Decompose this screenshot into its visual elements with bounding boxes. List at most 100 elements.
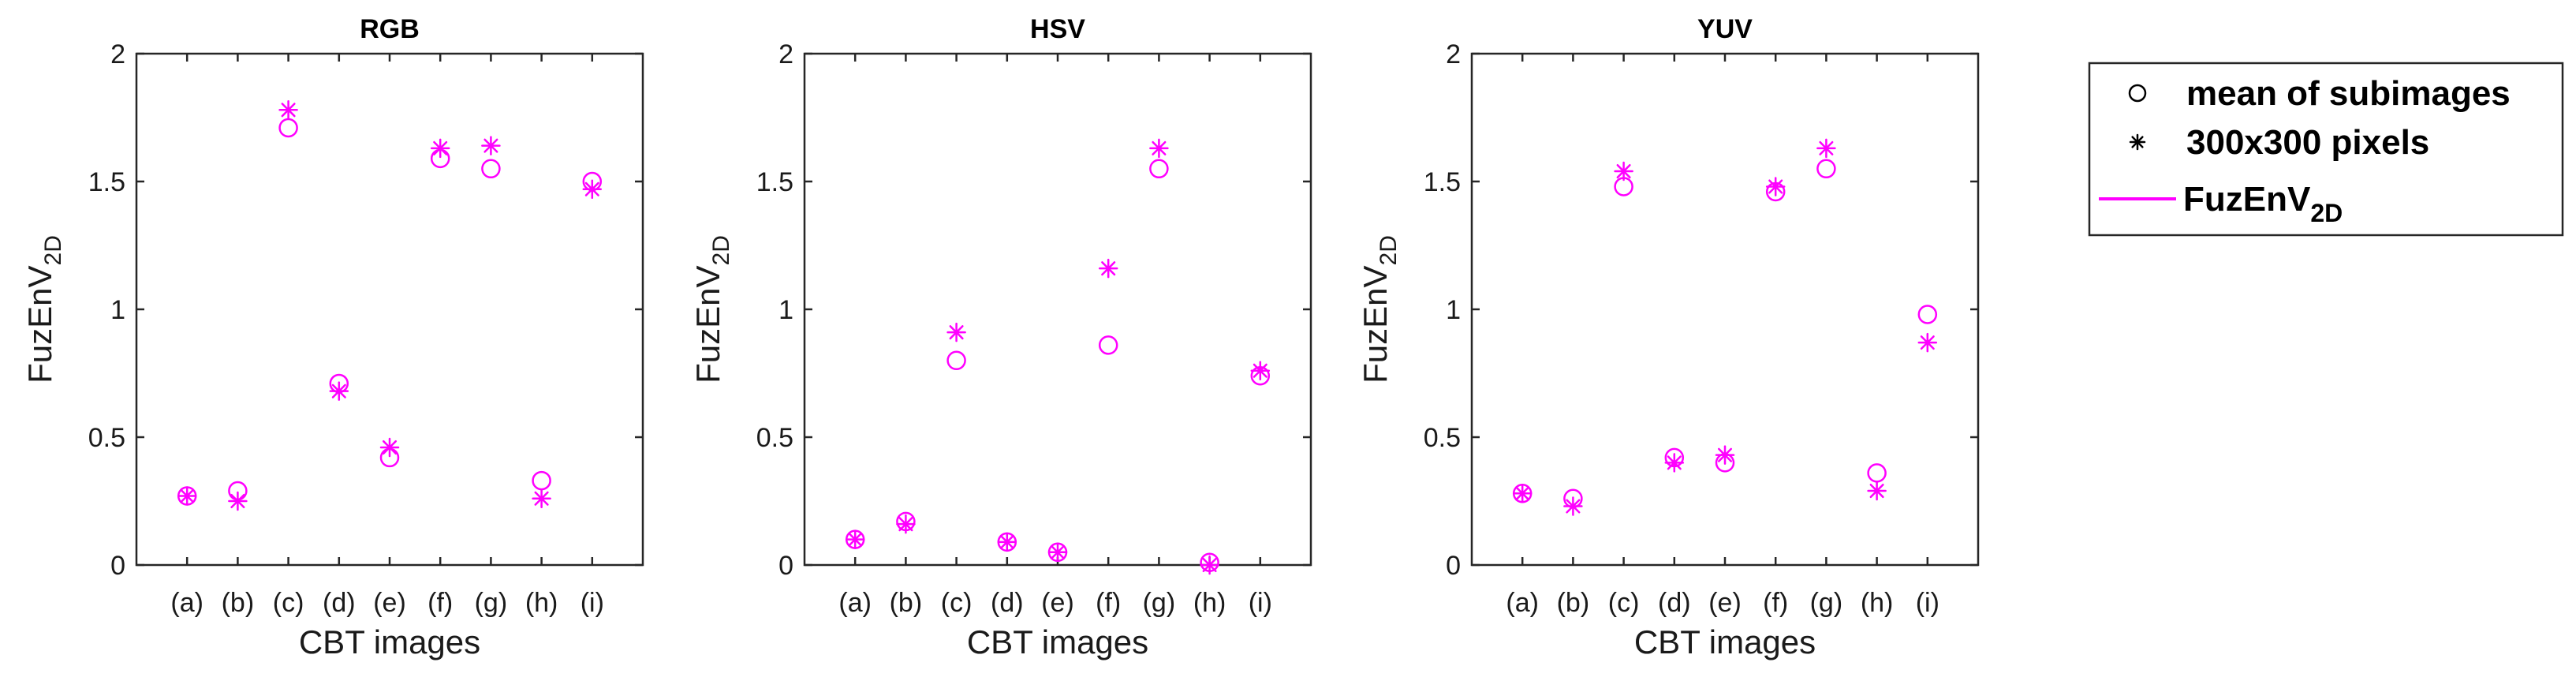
y-axis-label-main: FuzEnV	[1357, 265, 1394, 383]
x-tick-label: (a)	[1506, 588, 1539, 618]
x-tick-label: (b)	[890, 588, 923, 618]
x-tick-label: (c)	[273, 588, 304, 618]
data-point-asterisk	[582, 179, 603, 199]
x-tick-label: (b)	[222, 588, 255, 618]
data-point-asterisk	[1047, 542, 1068, 563]
y-tick-label: 0.5	[1424, 423, 1461, 453]
y-axis-label: FuzEnV2D	[1357, 235, 1402, 384]
x-tick-label: (i)	[1916, 588, 1939, 618]
data-point-circle	[1149, 159, 1169, 179]
legend-label: mean of subimages	[2186, 74, 2511, 113]
y-axis-label: FuzEnV2D	[21, 235, 66, 384]
x-tick-label: (a)	[838, 588, 872, 618]
axes-frame	[1470, 52, 1980, 567]
data-point-asterisk	[379, 437, 400, 458]
legend: mean of subimages 300x300 pixels FuzEnV2D	[2088, 62, 2564, 237]
chart-title: YUV	[1697, 14, 1753, 44]
legend-label-subscript: 2D	[2310, 199, 2343, 227]
y-axis-label-subscript: 2D	[40, 235, 66, 265]
data-point-circle	[1816, 159, 1836, 179]
y-tick-label: 2	[778, 39, 793, 69]
x-tick-label: (f)	[427, 588, 453, 618]
x-tick-label: (h)	[1861, 588, 1894, 618]
y-tick-label: 2	[110, 39, 125, 69]
y-tick-label: 1.5	[88, 167, 125, 197]
y-axis-label-main: FuzEnV	[21, 265, 58, 383]
x-tick-label: (a)	[170, 588, 203, 618]
legend-label-main: 300x300 pixels	[2186, 123, 2429, 162]
x-tick-label: (c)	[941, 588, 973, 618]
data-point-asterisk	[1614, 161, 1633, 181]
data-point-asterisk	[1512, 484, 1533, 503]
y-tick-label: 1	[1446, 295, 1461, 325]
x-tick-label: (e)	[1041, 588, 1074, 618]
chart-panel-yuv: YUV 0 0.5 1 1.5 2 (a) (b) (c) (d) (e) (f) (g) (h) (i) C…	[1357, 14, 1980, 660]
data-point-asterisk	[845, 529, 865, 549]
x-tick-label: (b)	[1557, 588, 1590, 618]
data-point-asterisk	[177, 486, 197, 506]
data-point-asterisk	[481, 136, 501, 155]
axes-frame	[803, 52, 1312, 567]
legend-entry: mean of subimages	[2128, 74, 2511, 113]
data-point-circle	[481, 159, 501, 179]
legend-entry: FuzEnV2D	[2099, 180, 2343, 227]
x-axis-label: CBT images	[1634, 623, 1816, 660]
y-axis-label-main: FuzEnV	[689, 265, 726, 383]
data-point-asterisk	[1715, 445, 1735, 465]
data-point-asterisk	[228, 491, 248, 511]
data-point-circle	[1098, 335, 1118, 355]
x-tick-label: (c)	[1608, 588, 1640, 618]
data-point-asterisk	[1250, 361, 1271, 381]
legend-label-main: mean of subimages	[2186, 74, 2511, 113]
data-point-circle	[946, 350, 966, 371]
x-tick-label: (h)	[525, 588, 558, 618]
data-point-asterisk	[896, 514, 916, 534]
x-tick-label: (d)	[323, 588, 356, 618]
x-tick-label: (d)	[991, 588, 1024, 618]
y-tick-label: 2	[1446, 39, 1461, 69]
x-axis-label: CBT images	[967, 623, 1148, 660]
y-tick-label: 0.5	[88, 423, 125, 453]
y-tick-label: 0	[778, 551, 793, 581]
x-tick-label: (f)	[1763, 588, 1788, 618]
chart-title: RGB	[360, 14, 420, 44]
chart-panel-rgb: RGB 0 0.5 1 1.5 2 (a) (b) (c) (d) (e) (f) (g) (h) (i) C…	[21, 14, 644, 660]
x-tick-label: (d)	[1658, 588, 1691, 618]
chart-panels: RGB 0 0.5 1 1.5 2 (a) (b) (c) (d) (e) (f) (g) (h) (i) C…	[21, 14, 1980, 660]
data-point-circle	[1917, 305, 1938, 324]
legend-label: FuzEnV2D	[2183, 180, 2343, 227]
x-tick-label: (i)	[581, 588, 604, 618]
data-point-asterisk	[1816, 138, 1836, 159]
legend-label: 300x300 pixels	[2186, 123, 2429, 162]
data-point-asterisk	[1563, 496, 1583, 516]
axes-frame	[135, 52, 644, 567]
y-axis-label-subscript: 2D	[708, 235, 734, 265]
y-axis-label: FuzEnV2D	[689, 235, 734, 384]
x-tick-label: (g)	[1143, 588, 1176, 618]
y-tick-label: 0	[110, 551, 125, 581]
y-tick-label: 1.5	[756, 167, 793, 197]
data-point-asterisk	[1765, 177, 1786, 196]
data-point-asterisk	[1200, 555, 1219, 575]
legend-asterisk-icon	[2129, 133, 2146, 151]
data-point-asterisk	[997, 532, 1017, 552]
x-axis-label: CBT images	[299, 623, 480, 660]
x-tick-label: (e)	[1708, 588, 1742, 618]
data-point-asterisk	[430, 138, 450, 159]
y-tick-label: 0	[1446, 551, 1461, 581]
legend-box	[2088, 62, 2564, 237]
data-point-circle	[532, 470, 551, 491]
legend-circle-icon	[2128, 84, 2147, 103]
chart-title: HSV	[1030, 14, 1085, 44]
data-point-asterisk	[532, 488, 551, 509]
x-tick-label: (g)	[475, 588, 508, 618]
x-tick-label: (i)	[1249, 588, 1272, 618]
y-tick-label: 1	[110, 295, 125, 325]
data-point-asterisk	[329, 381, 349, 401]
data-point-asterisk	[1664, 453, 1685, 473]
x-tick-label: (g)	[1810, 588, 1843, 618]
y-tick-label: 0.5	[756, 423, 793, 453]
data-point-asterisk	[1149, 138, 1169, 159]
x-tick-label: (e)	[373, 588, 406, 618]
